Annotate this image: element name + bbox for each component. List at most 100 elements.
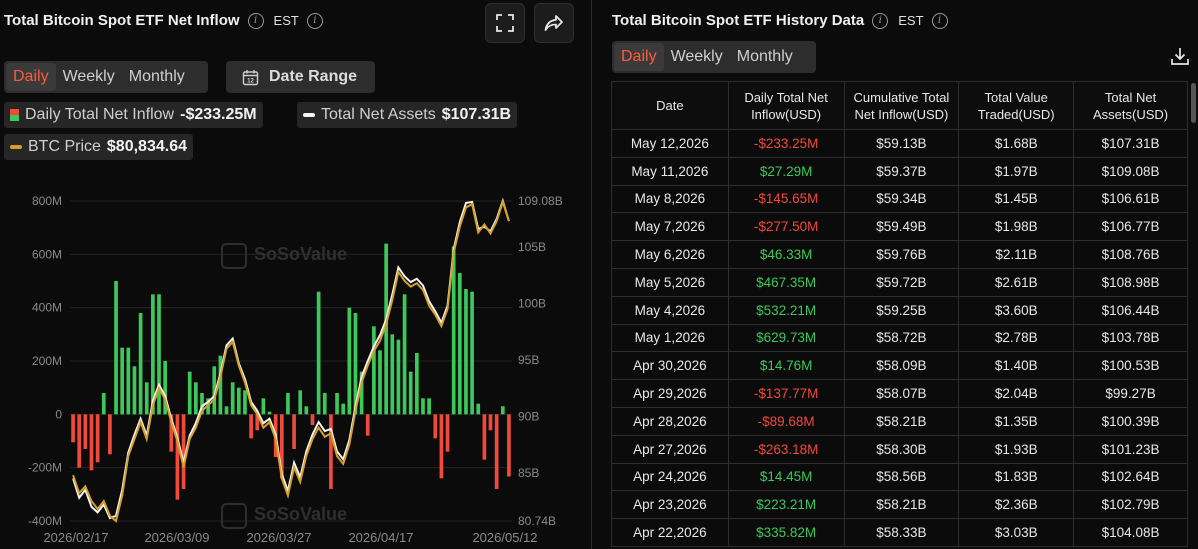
chart-grid bbox=[70, 200, 512, 522]
history-tab-weekly[interactable]: Weekly bbox=[670, 48, 723, 65]
cell-traded: $1.93B bbox=[958, 434, 1075, 464]
info-icon[interactable]: i bbox=[872, 12, 889, 29]
cell-traded: $1.68B bbox=[958, 129, 1075, 158]
cell-assets: $106.61B bbox=[1073, 184, 1188, 214]
inflow-bar bbox=[304, 406, 309, 415]
cell-cumulative: $59.72B bbox=[843, 267, 960, 297]
left-axis: -400M -200M 0 200M 400M 600M 800M bbox=[28, 194, 62, 528]
cell-traded: $1.98B bbox=[958, 212, 1075, 242]
inflow-bar bbox=[138, 313, 143, 415]
cell-daily-inflow: $46.33M bbox=[727, 240, 845, 269]
table-row[interactable]: Apr 24,2026 $14.45M $58.56B $1.83B $102.64B bbox=[611, 462, 1188, 492]
history-table-wrap[interactable]: Date Daily Total Net Inflow(USD) Cumulati… bbox=[611, 81, 1188, 549]
col-header-text: Total Net bbox=[1104, 89, 1157, 105]
cell-traded: $1.97B bbox=[958, 156, 1075, 186]
date-range-button[interactable]: 12 Date Range bbox=[226, 61, 375, 93]
x-tick-label: 2026/05/12 bbox=[472, 530, 537, 545]
fullscreen-button[interactable] bbox=[485, 3, 525, 43]
col-header-assets[interactable]: Total Net Assets(USD) bbox=[1073, 81, 1188, 130]
inflow-bar bbox=[457, 273, 462, 415]
info-icon[interactable]: i bbox=[247, 12, 264, 29]
history-tab-daily[interactable]: Daily bbox=[614, 43, 664, 71]
inflow-bar bbox=[335, 393, 339, 415]
inflow-bar bbox=[476, 403, 481, 415]
col-header-text: Assets(USD) bbox=[1093, 106, 1169, 122]
inflow-bar bbox=[181, 414, 186, 489]
table-row[interactable]: May 5,2026 $467.35M $59.72B $2.61B $108.98B bbox=[611, 267, 1188, 297]
cell-assets: $108.98B bbox=[1073, 267, 1188, 297]
inflow-bar bbox=[126, 347, 131, 415]
info-icon[interactable]: i bbox=[306, 12, 323, 29]
inflow-bar bbox=[236, 387, 241, 415]
inflow-chart[interactable]: SoSoValue SoSoValue -400M -200M 0 200M 400M 60… bbox=[0, 180, 591, 549]
inflow-bar bbox=[249, 414, 253, 439]
inflow-bar bbox=[470, 291, 474, 415]
table-row[interactable]: Apr 22,2026 $335.82M $58.33B $3.03B $104.08B bbox=[611, 518, 1188, 547]
legend-daily-inflow[interactable]: Daily Total Net Inflow -$233.25M bbox=[4, 102, 263, 128]
inflow-bar bbox=[218, 355, 223, 415]
share-button[interactable] bbox=[534, 3, 574, 43]
table-row[interactable]: Apr 29,2026 -$137.77M $58.07B $2.04B $99.27B bbox=[611, 379, 1188, 408]
cell-assets: $107.31B bbox=[1073, 129, 1188, 158]
btc-price-line bbox=[72, 198, 510, 523]
table-row[interactable]: May 6,2026 $46.33M $59.76B $2.11B $108.76B bbox=[611, 240, 1188, 269]
cell-traded: $1.45B bbox=[958, 184, 1075, 214]
table-row[interactable]: May 8,2026 -$145.65M $59.34B $1.45B $106.61B bbox=[611, 184, 1188, 214]
table-row[interactable]: May 1,2026 $629.73M $58.72B $2.78B $103.78B bbox=[611, 323, 1188, 353]
table-row[interactable]: May 4,2026 $532.21M $59.25B $3.60B $106.44B bbox=[611, 295, 1188, 325]
col-header-daily-inflow[interactable]: Daily Total Net Inflow(USD) bbox=[727, 81, 845, 130]
tab-weekly[interactable]: Weekly bbox=[62, 68, 115, 85]
table-header-row: Date Daily Total Net Inflow(USD) Cumulati… bbox=[611, 81, 1188, 130]
col-header-cumulative[interactable]: Cumulative Total Net Inflow(USD) bbox=[843, 81, 960, 130]
cell-traded: $1.83B bbox=[958, 462, 1075, 492]
cell-date: Apr 27,2026 bbox=[611, 434, 729, 464]
inflow-bar bbox=[500, 406, 505, 415]
cell-traded: $3.03B bbox=[958, 518, 1075, 547]
inflow-bar bbox=[353, 313, 358, 415]
table-scrollbar[interactable] bbox=[1191, 83, 1196, 123]
inflow-bar bbox=[316, 291, 321, 415]
table-row[interactable]: Apr 23,2026 $223.21M $58.21B $2.36B $102.79B bbox=[611, 490, 1188, 520]
inflow-bar bbox=[71, 414, 75, 443]
col-header-text: Total Value bbox=[984, 89, 1048, 105]
cell-daily-inflow: -$233.25M bbox=[727, 129, 845, 158]
x-tick-label: 2026/04/17 bbox=[348, 530, 413, 545]
cell-daily-inflow: -$263.18M bbox=[727, 434, 845, 464]
col-header-text: Traded(USD) bbox=[977, 106, 1055, 122]
table-row[interactable]: May 11,2026 $27.29M $59.37B $1.97B $109.08B bbox=[611, 156, 1188, 186]
inflow-bar bbox=[396, 339, 401, 415]
chart-bars bbox=[71, 243, 511, 500]
cell-cumulative: $58.09B bbox=[843, 351, 960, 381]
tab-monthly[interactable]: Monthly bbox=[128, 68, 185, 85]
inflow-bar bbox=[77, 414, 82, 468]
left-tick-label: 600M bbox=[32, 247, 62, 261]
legend-net-assets[interactable]: Total Net Assets $107.31B bbox=[297, 102, 518, 128]
cell-cumulative: $59.76B bbox=[843, 240, 960, 269]
col-header-text: Inflow(USD) bbox=[751, 106, 822, 122]
tab-daily[interactable]: Daily bbox=[6, 63, 56, 91]
right-tick-label: 85B bbox=[518, 466, 539, 480]
col-header-traded[interactable]: Total Value Traded(USD) bbox=[958, 81, 1075, 130]
table-row[interactable]: Apr 30,2026 $14.76M $58.09B $1.40B $100.53B bbox=[611, 351, 1188, 381]
cell-cumulative: $58.33B bbox=[843, 518, 960, 547]
download-button[interactable] bbox=[1170, 46, 1190, 71]
inflow-bar bbox=[329, 414, 333, 489]
inflow-bar bbox=[261, 398, 266, 415]
cell-daily-inflow: $27.29M bbox=[727, 156, 845, 186]
table-row[interactable]: May 7,2026 -$277.50M $59.49B $1.98B $106.77B bbox=[611, 212, 1188, 242]
cell-daily-inflow: $532.21M bbox=[727, 295, 845, 325]
info-icon[interactable]: i bbox=[931, 12, 948, 29]
net-inflow-title-row: Total Bitcoin Spot ETF Net Inflow i EST … bbox=[4, 12, 323, 29]
table-row[interactable]: May 12,2026 -$233.25M $59.13B $1.68B $107.31… bbox=[611, 129, 1188, 158]
col-header-date[interactable]: Date bbox=[611, 81, 729, 130]
legend-btc-price[interactable]: BTC Price $80,834.64 bbox=[4, 134, 193, 160]
inflow-bar bbox=[89, 414, 94, 471]
btc-swatch-icon bbox=[10, 145, 22, 149]
cell-assets: $100.39B bbox=[1073, 406, 1188, 436]
cell-daily-inflow: -$145.65M bbox=[727, 184, 845, 214]
table-row[interactable]: Apr 27,2026 -$263.18M $58.30B $1.93B $101.23… bbox=[611, 434, 1188, 464]
history-tab-monthly[interactable]: Monthly bbox=[736, 48, 793, 65]
cell-date: May 7,2026 bbox=[611, 212, 729, 242]
col-header-text: Net Inflow(USD) bbox=[854, 106, 949, 122]
table-row[interactable]: Apr 28,2026 -$89.68M $58.21B $1.35B $100.39B bbox=[611, 406, 1188, 436]
